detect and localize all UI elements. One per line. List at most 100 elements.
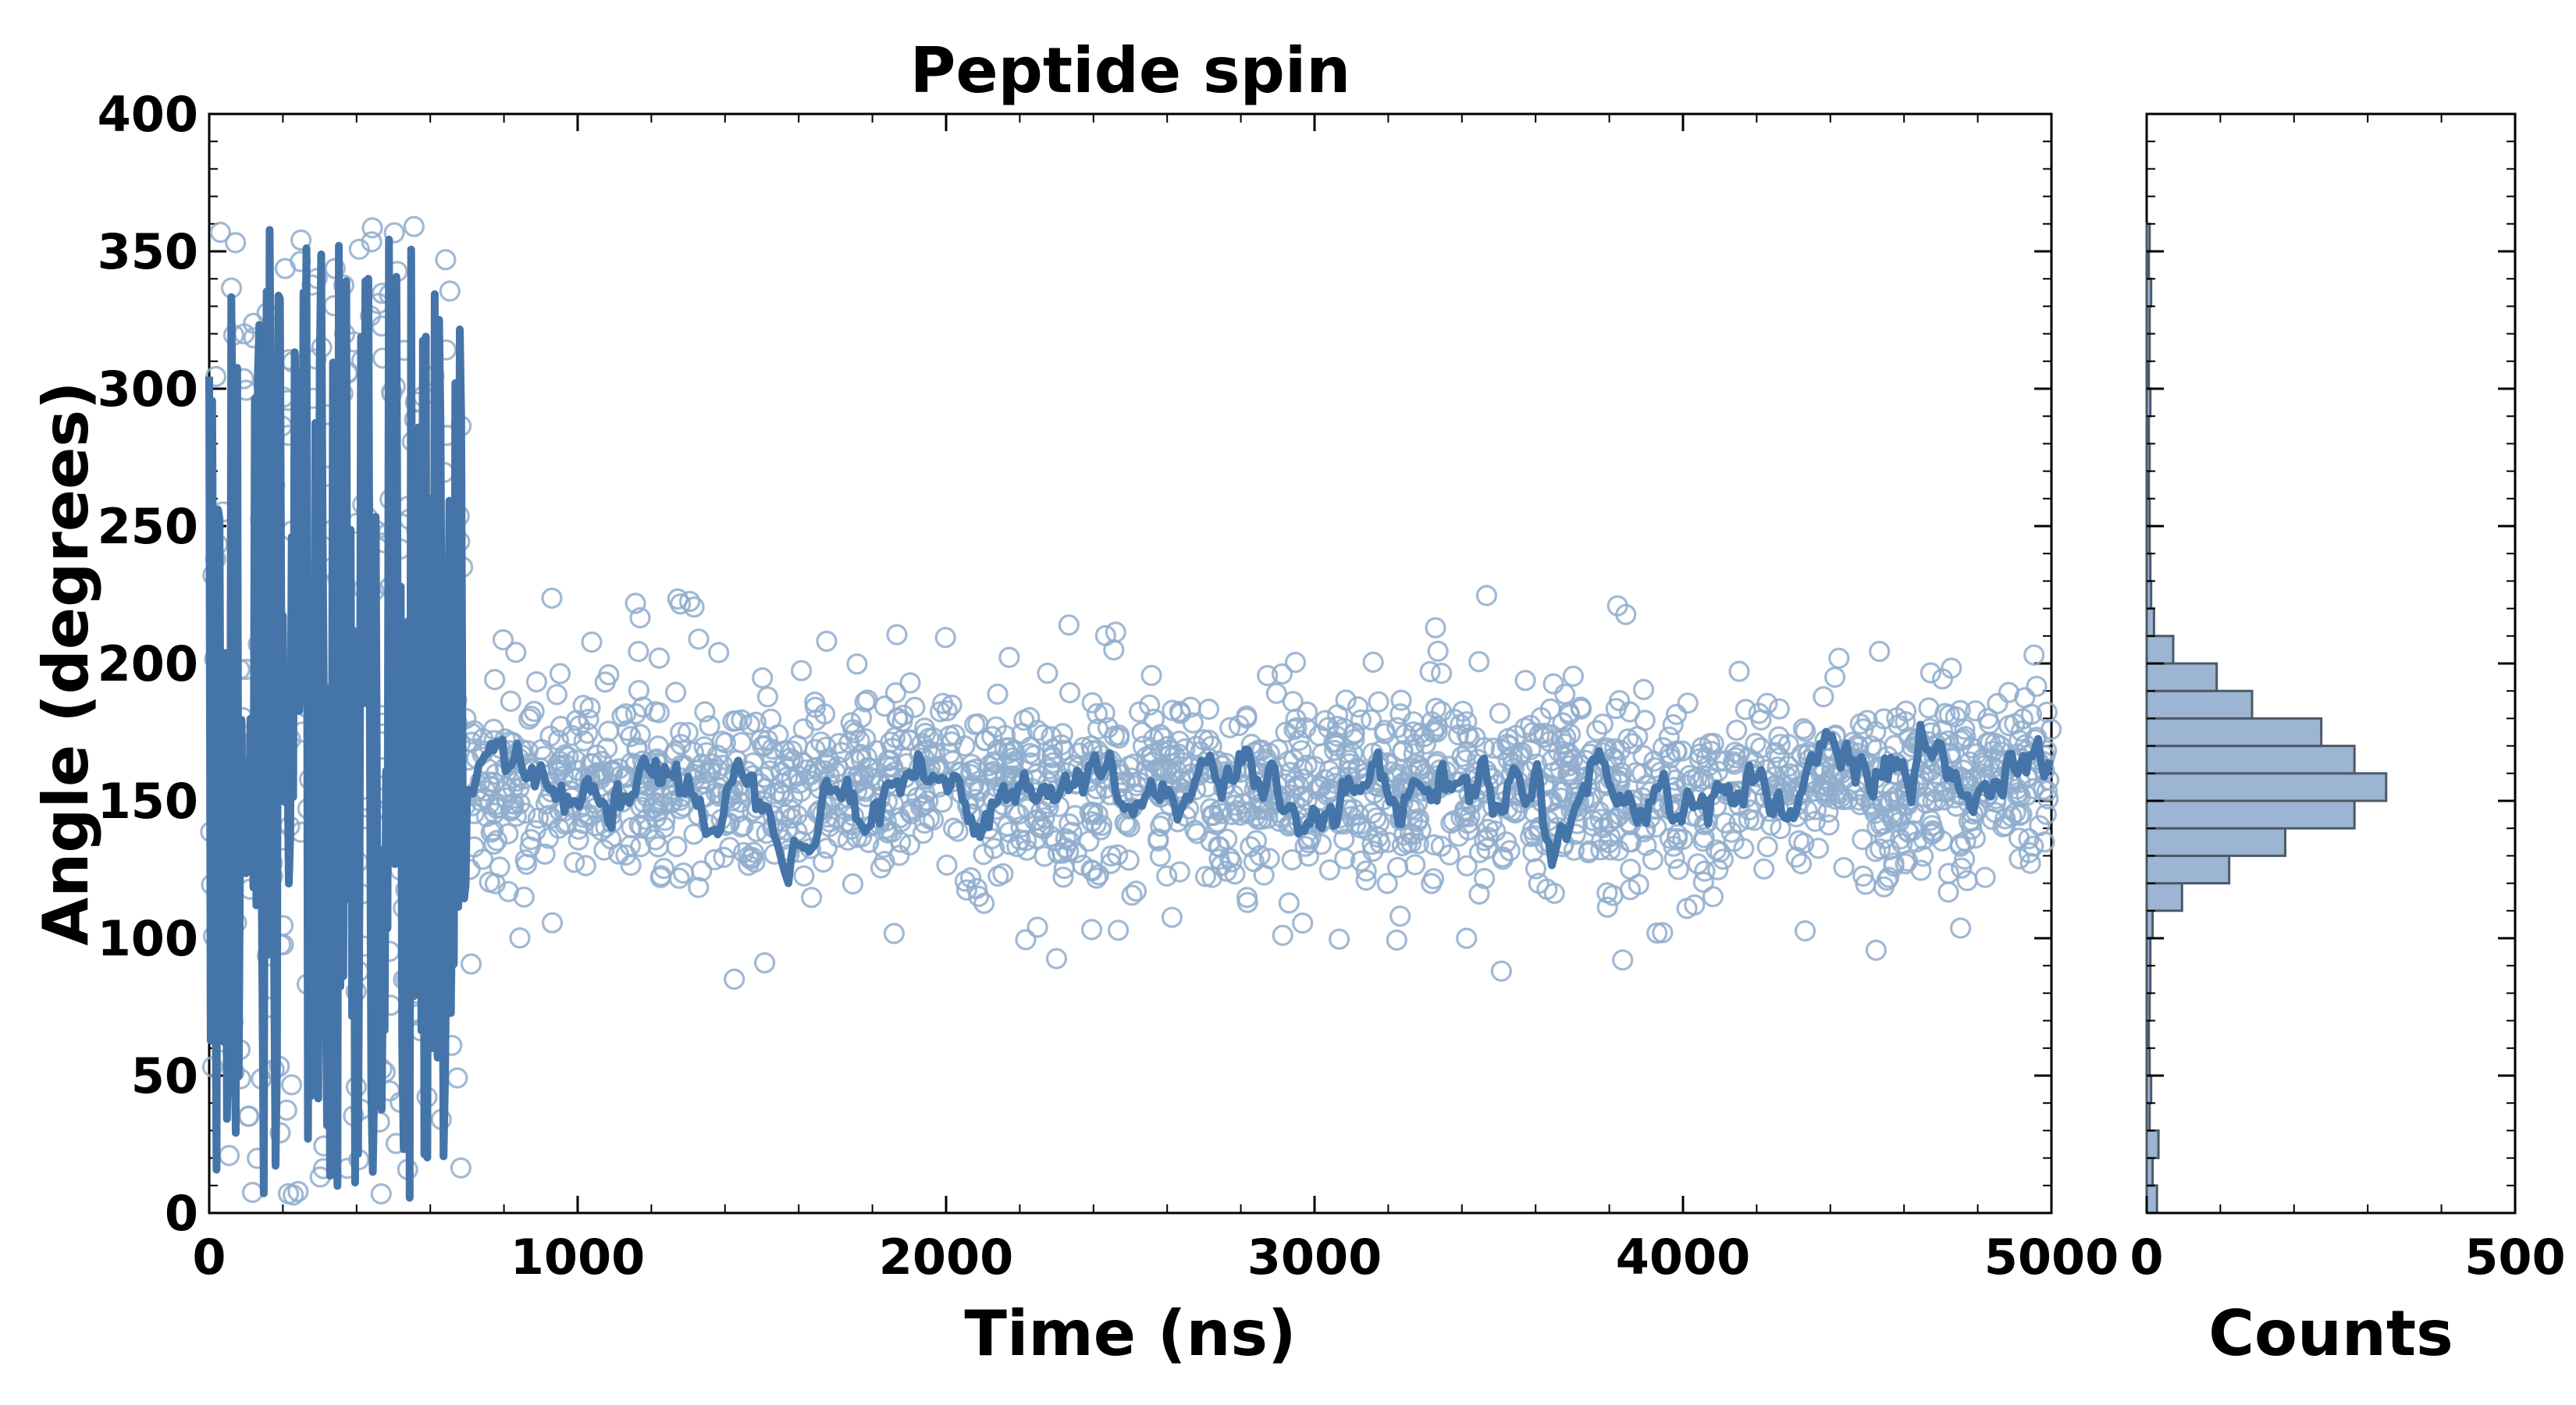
- scatter-point: [520, 706, 542, 727]
- scatter-point: [942, 817, 965, 839]
- scatter-point: [1169, 861, 1190, 883]
- scatter-point: [1687, 853, 1709, 875]
- scatter-point: [1482, 737, 1505, 759]
- scatter-point: [492, 628, 514, 651]
- scatter-point: [1334, 848, 1356, 870]
- scatter-point: [1490, 960, 1512, 982]
- scatter-point: [1149, 845, 1172, 867]
- scatter-point: [1828, 647, 1850, 669]
- scatter-point: [538, 805, 560, 827]
- scatter-point: [1570, 696, 1592, 718]
- histogram-bars: [2145, 222, 2388, 1215]
- scatter-point: [2035, 803, 2057, 825]
- scatter-point: [497, 823, 519, 845]
- scatter-point: [1087, 864, 1110, 886]
- scatter-point: [647, 735, 670, 757]
- scatter-point: [553, 744, 576, 766]
- scatter-point: [688, 877, 710, 898]
- scatter-point: [1592, 816, 1614, 838]
- scatter-point: [753, 951, 776, 974]
- scatter-point: [756, 686, 779, 708]
- scatter-point: [1267, 738, 1289, 761]
- scatter-point: [1283, 749, 1305, 770]
- scatter-point: [1873, 708, 1895, 730]
- scatter-point: [1557, 702, 1580, 724]
- scatter-point: [1542, 762, 1564, 784]
- scatter-point: [938, 725, 960, 747]
- histogram-tick-labels: 0 500: [2129, 1229, 2565, 1286]
- hist-x-tick-label: 0: [2129, 1229, 2163, 1286]
- scatter-point: [1236, 707, 1258, 729]
- scatter-point: [936, 699, 958, 722]
- scatter-point: [1193, 729, 1215, 751]
- histogram-bar: [2145, 882, 2183, 912]
- scatter-point: [1965, 700, 1987, 722]
- scatter-point: [568, 829, 589, 851]
- scatter-point: [1795, 720, 1816, 742]
- scatter-point: [1770, 817, 1791, 840]
- scatter-point: [981, 762, 1003, 784]
- scatter-point: [1323, 739, 1346, 762]
- scatter-point: [1343, 728, 1365, 750]
- scatter-point: [664, 681, 687, 703]
- scatter-point: [1865, 939, 1887, 962]
- histogram-bar: [2145, 277, 2153, 308]
- scatter-point: [1376, 873, 1398, 895]
- scatter-point: [644, 701, 666, 723]
- scatter-point: [2005, 802, 2026, 823]
- scatter-point: [694, 701, 716, 723]
- scatter-point: [1954, 718, 1976, 740]
- scatter-point: [696, 742, 717, 763]
- scatter-point: [856, 689, 878, 711]
- scatter-point: [480, 821, 502, 843]
- scatter-point: [1619, 701, 1641, 723]
- scatter-point: [1155, 759, 1177, 782]
- scatter-point: [535, 793, 557, 815]
- histogram-bar: [2145, 222, 2151, 253]
- scatter-point: [815, 736, 837, 758]
- scatter-point: [2033, 831, 2055, 853]
- scatter-point: [1013, 710, 1035, 731]
- scatter-point: [525, 670, 548, 693]
- scatter-point: [670, 734, 692, 756]
- scatter-point: [1450, 806, 1472, 828]
- scatter-point: [1895, 853, 1916, 875]
- histogram-bar: [2145, 525, 2151, 555]
- scatter-point: [1748, 702, 1770, 724]
- scatter-point: [1361, 709, 1382, 731]
- scatter-point: [1389, 905, 1411, 927]
- scatter-point: [513, 886, 535, 908]
- scatter-point: [1540, 724, 1563, 746]
- scatter-point: [1430, 662, 1453, 685]
- scatter-point: [1912, 845, 1934, 867]
- scatter-point: [484, 668, 506, 691]
- scatter-point: [1804, 810, 1827, 832]
- scatter-point: [482, 819, 504, 841]
- scatter-point: [1753, 858, 1775, 880]
- angle-line-series: [205, 226, 2054, 1202]
- scatter-point: [1240, 836, 1261, 858]
- scatter-point: [1456, 855, 1478, 877]
- scatter-point: [520, 828, 542, 851]
- scatter-point: [515, 853, 538, 875]
- scatter-point: [1561, 768, 1583, 791]
- scatter-point: [1897, 850, 1919, 872]
- scatter-point: [1489, 702, 1511, 724]
- scatter-point: [1355, 869, 1377, 891]
- scatter-point: [650, 865, 672, 887]
- scatter-point: [1041, 762, 1064, 784]
- scatter-point: [1895, 710, 1916, 733]
- scatter-point: [1002, 740, 1023, 762]
- scatter-point: [2023, 835, 2044, 857]
- scatter-point: [792, 718, 814, 740]
- scatter-point: [752, 667, 774, 689]
- scatter-point: [509, 927, 531, 949]
- scatter-point: [929, 701, 952, 723]
- scatter-point: [1053, 739, 1075, 761]
- scatter-point: [1059, 681, 1081, 704]
- scatter-point: [1297, 845, 1320, 867]
- scatter-point: [732, 841, 755, 863]
- scatter-point: [2036, 780, 2058, 802]
- scatter-point: [812, 851, 834, 873]
- histogram-bar: [2145, 333, 2151, 363]
